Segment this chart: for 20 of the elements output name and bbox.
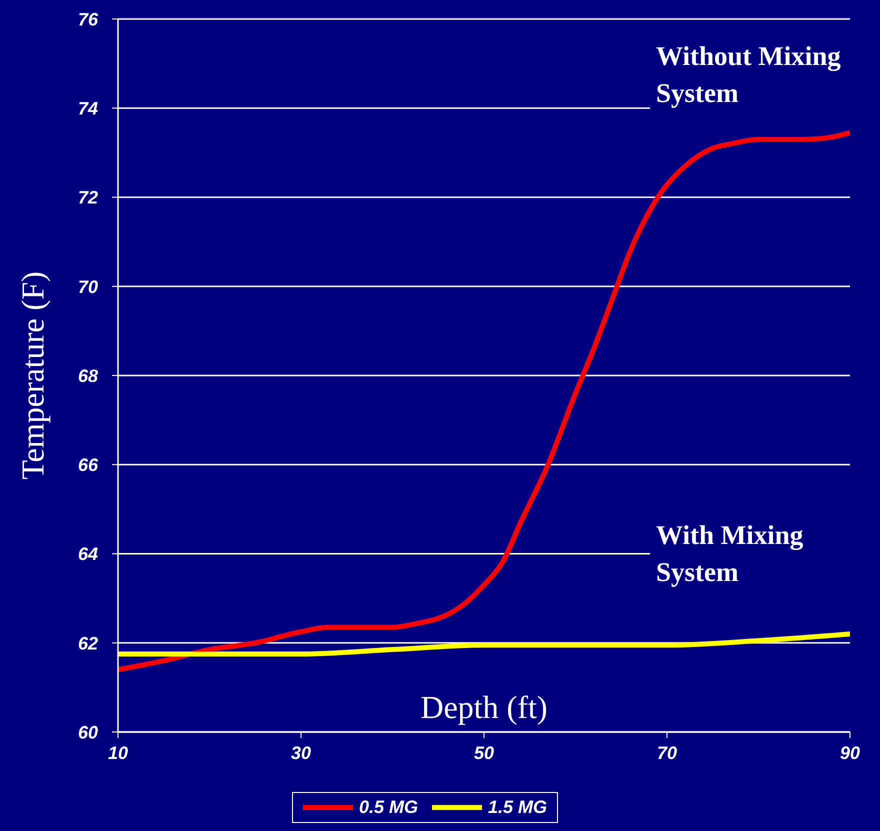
x-tick-label: 90 (840, 742, 860, 763)
x-tick-label: 30 (290, 742, 312, 763)
y-tick-label: 70 (78, 276, 98, 297)
y-tick-label: 72 (78, 188, 98, 208)
legend-label: 1.5 MG (488, 797, 548, 818)
x-tick-label: 10 (108, 742, 128, 763)
x-tick-label: 70 (656, 742, 678, 763)
annotation: With Mixing System (650, 515, 852, 593)
y-axis-title: Temperature (F) (14, 271, 50, 480)
y-tick-label: 66 (78, 455, 99, 476)
y-tick-label: 74 (78, 98, 98, 119)
legend-label: 0.5 MG (358, 797, 418, 818)
x-axis-title: Depth (ft) (420, 689, 548, 725)
y-tick-label: 60 (78, 722, 98, 742)
y-tick-label: 68 (78, 366, 98, 386)
y-tick-label: 76 (78, 9, 99, 30)
x-tick-label: 50 (474, 742, 494, 763)
annotation: Without Mixing System (650, 36, 877, 114)
y-tick-label: 62 (78, 633, 98, 654)
y-tick-label: 64 (78, 544, 98, 564)
